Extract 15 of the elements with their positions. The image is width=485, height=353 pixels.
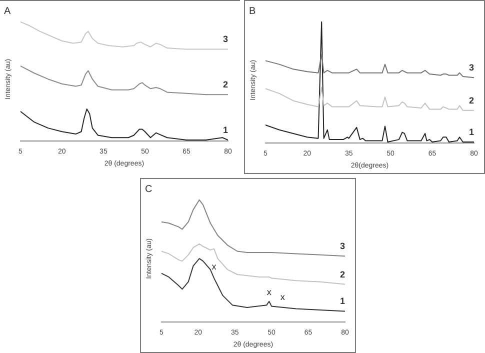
series-label: 3 [340, 241, 345, 252]
annotation: x [280, 292, 286, 302]
annotation: x [212, 261, 217, 272]
series-label: 2 [222, 80, 228, 90]
series-label: 1 [468, 126, 474, 137]
chart-title: A [4, 6, 11, 17]
series-label: 1 [340, 296, 345, 306]
annotation: x [266, 286, 272, 297]
series-label: 1 [222, 124, 228, 135]
series-label: 3 [468, 62, 474, 73]
series-label: 2 [340, 269, 345, 280]
chart-title: B [249, 6, 256, 17]
series-label: 2 [468, 95, 474, 106]
chart-title: C [145, 184, 152, 195]
series-label: 3 [222, 34, 228, 44]
